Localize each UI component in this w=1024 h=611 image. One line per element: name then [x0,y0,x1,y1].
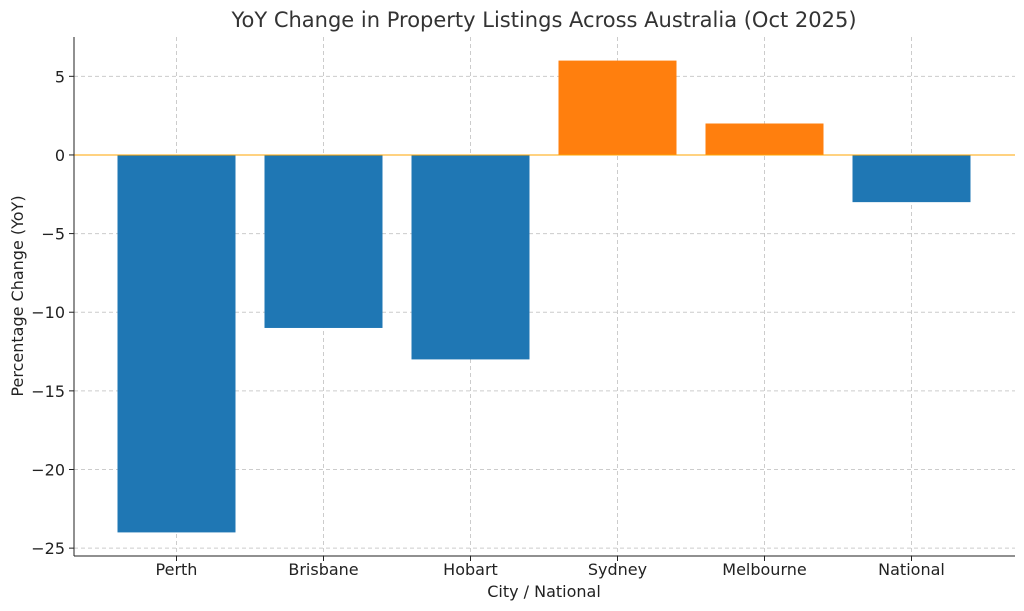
x-tick-label: Brisbane [288,560,358,579]
bar-perth [117,154,236,533]
y-tick-label: −20 [31,461,65,480]
bar-melbourne [705,123,824,155]
chart-title: YoY Change in Property Listings Across A… [230,8,856,32]
y-tick-label: −25 [31,539,65,558]
y-tick-label: −5 [41,225,65,244]
y-ticks: 5 0 −5 −10 −15 −20 −25 [31,67,74,558]
y-tick-label: −15 [31,382,65,401]
bar-national [852,154,971,203]
x-axis-label: City / National [487,582,601,601]
bar-brisbane [264,154,383,328]
bars [117,60,971,533]
x-tick-label: Melbourne [722,560,806,579]
x-tick-label: Sydney [588,560,647,579]
bar-sydney [558,60,677,155]
y-tick-label: 5 [55,67,65,86]
y-axis-label: Percentage Change (YoY) [8,195,27,396]
bar-hobart [411,154,530,360]
x-ticks: Perth Brisbane Hobart Sydney Melbourne Nation… [156,556,945,579]
y-tick-label: −10 [31,303,65,322]
x-tick-label: National [878,560,945,579]
x-tick-label: Hobart [443,560,498,579]
y-tick-label: 0 [55,146,65,165]
x-tick-label: Perth [156,560,198,579]
